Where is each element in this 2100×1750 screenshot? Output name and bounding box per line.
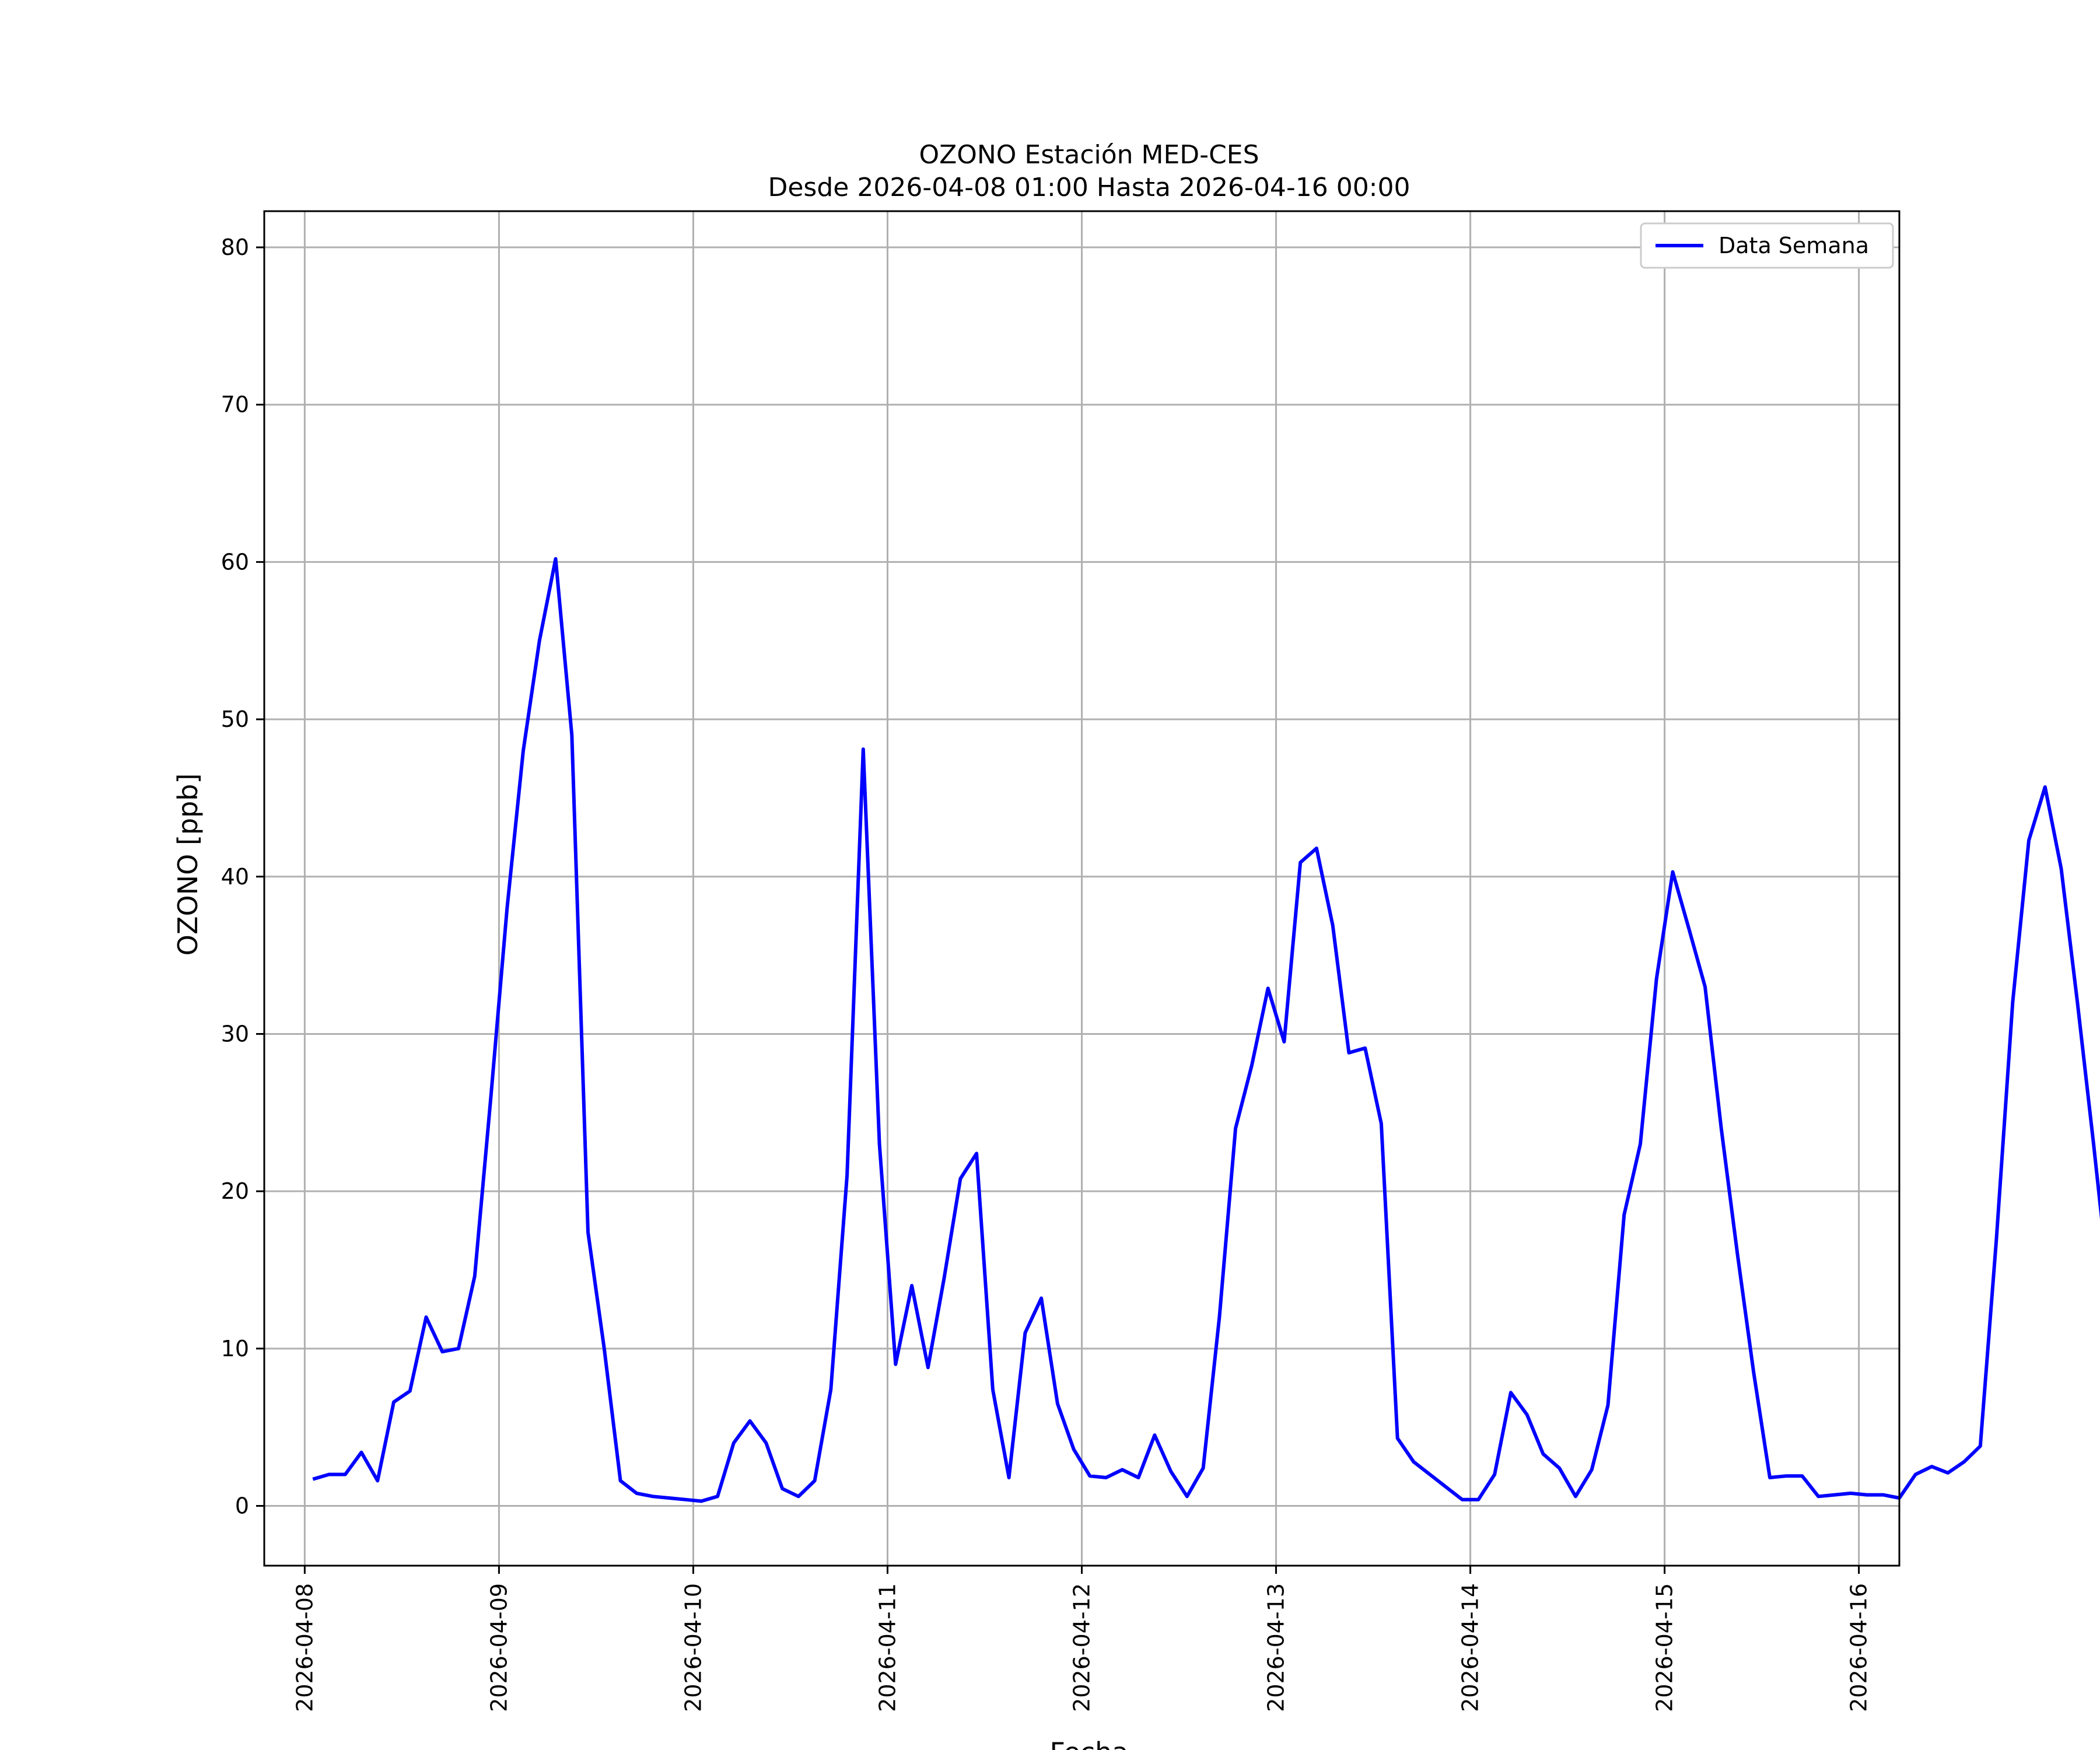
x-tick-label: 2026-04-09 [486, 1583, 512, 1712]
y-tick-label: 50 [221, 706, 249, 732]
x-tick-label: 2026-04-13 [1264, 1583, 1289, 1712]
grid [264, 211, 1899, 1566]
y-tick-label: 60 [221, 549, 249, 575]
series-line [312, 557, 2100, 1503]
x-tick-label: 2026-04-08 [292, 1583, 317, 1712]
x-ticks: 2026-04-08 2026-04-09 2026-04-10 2026-04-11… [292, 1566, 1872, 1712]
y-axis-label: OZONO [ppb] [172, 774, 204, 956]
x-axis-label: Fecha [1050, 1737, 1129, 1750]
y-tick-label: 40 [221, 864, 249, 890]
x-tick-label: 2026-04-11 [874, 1583, 900, 1712]
y-tick-label: 0 [235, 1493, 249, 1519]
legend-label: Data Semana [1718, 233, 1869, 258]
x-tick-label: 2026-04-16 [1846, 1583, 1872, 1712]
legend: Data Semana [1640, 222, 1894, 269]
y-tick-label: 70 [221, 392, 249, 418]
x-tick-label: 2026-04-14 [1458, 1583, 1483, 1712]
x-tick-label: 2026-04-15 [1652, 1583, 1678, 1712]
y-tick-label: 30 [221, 1021, 249, 1046]
series-layer [312, 557, 2100, 1503]
y-tick-label: 80 [221, 235, 249, 260]
y-tick-label: 20 [221, 1178, 249, 1204]
chart-title: OZONO Estación MED-CES [919, 140, 1259, 170]
y-ticks: 0 10 20 30 40 50 60 70 80 [221, 235, 264, 1519]
x-tick-label: 2026-04-12 [1069, 1583, 1095, 1712]
chart-subtitle: Desde 2026-04-08 01:00 Hasta 2026-04-16 … [768, 173, 1410, 202]
x-tick-label: 2026-04-10 [680, 1583, 706, 1712]
y-tick-label: 10 [221, 1336, 249, 1362]
legend-box [1640, 222, 1894, 269]
